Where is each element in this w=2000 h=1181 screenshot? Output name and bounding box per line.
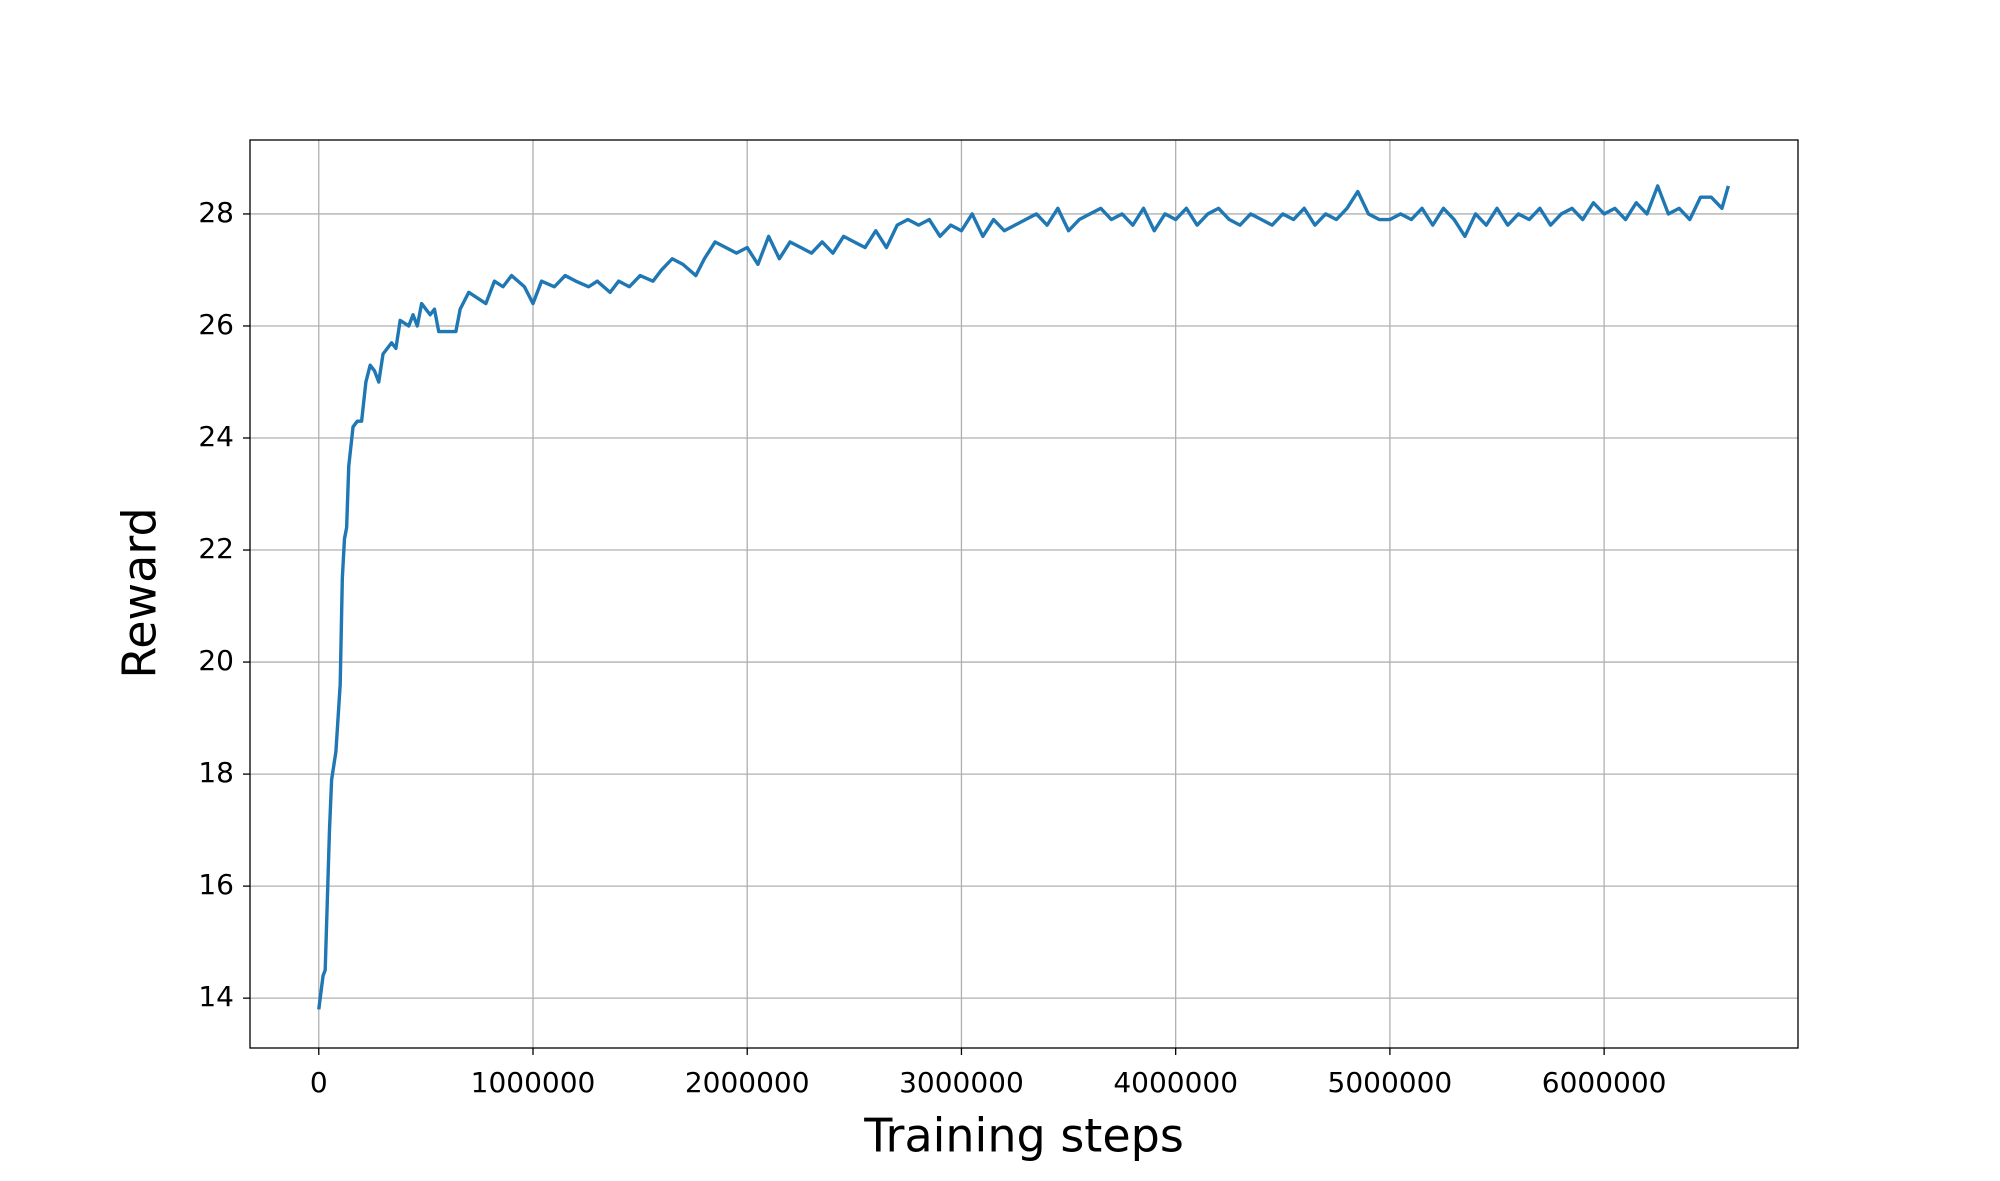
data-line — [317, 184, 1731, 1010]
y-tick-label: 28 — [198, 196, 234, 229]
y-tick-label: 18 — [198, 756, 234, 789]
x-tick-label: 1000000 — [471, 1066, 596, 1099]
x-tick-label: 5000000 — [1328, 1066, 1453, 1099]
plot-frame — [249, 139, 1799, 1049]
x-tick-label: 6000000 — [1542, 1066, 1667, 1099]
y-tick-label: 26 — [198, 308, 234, 341]
x-tick-label: 3000000 — [899, 1066, 1024, 1099]
x-tick-label: 4000000 — [1113, 1066, 1238, 1099]
y-axis-label: Reward — [113, 507, 167, 678]
x-tick-label: 2000000 — [685, 1066, 810, 1099]
y-tick-label: 14 — [198, 980, 234, 1013]
y-tick-label: 22 — [198, 532, 234, 565]
y-tick-label: 24 — [198, 420, 234, 453]
y-tick-label: 20 — [198, 644, 234, 677]
y-tick-label: 16 — [198, 868, 234, 901]
x-tick-label: 0 — [310, 1066, 328, 1099]
x-axis-label: Training steps — [863, 1109, 1184, 1163]
